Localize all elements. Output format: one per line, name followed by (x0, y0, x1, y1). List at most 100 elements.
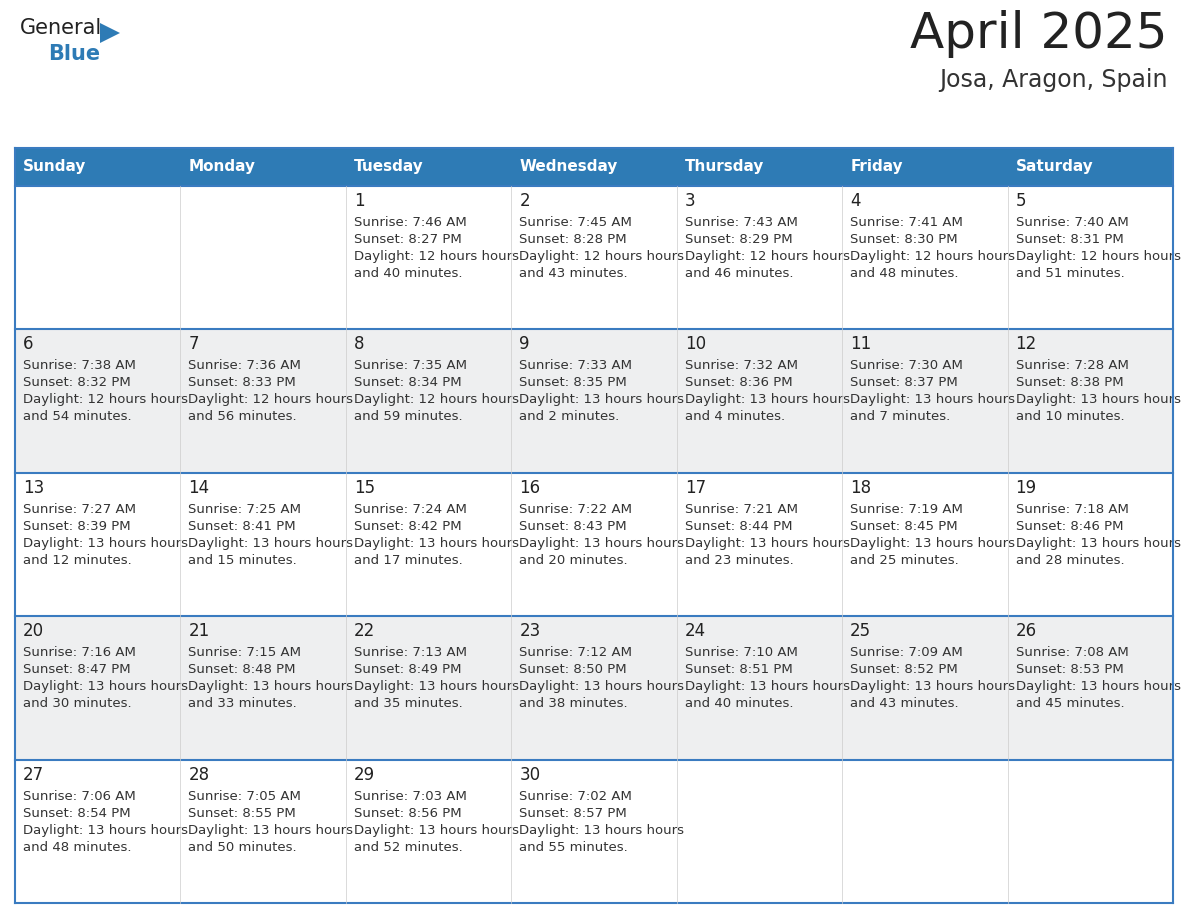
Text: Sunrise: 7:35 AM: Sunrise: 7:35 AM (354, 360, 467, 373)
Text: Thursday: Thursday (684, 160, 764, 174)
Text: Daylight: 12 hours hours: Daylight: 12 hours hours (519, 250, 684, 263)
Text: 25: 25 (851, 622, 871, 640)
Text: and 10 minutes.: and 10 minutes. (1016, 410, 1124, 423)
Bar (842, 473, 1007, 616)
Text: Sunrise: 7:12 AM: Sunrise: 7:12 AM (519, 646, 632, 659)
Text: and 28 minutes.: and 28 minutes. (1016, 554, 1124, 566)
Text: Sunset: 8:53 PM: Sunset: 8:53 PM (1016, 663, 1124, 677)
Text: Daylight: 13 hours hours: Daylight: 13 hours hours (519, 537, 684, 550)
Text: Daylight: 13 hours hours: Daylight: 13 hours hours (354, 537, 519, 550)
Text: Sunset: 8:36 PM: Sunset: 8:36 PM (684, 376, 792, 389)
Text: Sunset: 8:29 PM: Sunset: 8:29 PM (684, 233, 792, 246)
Text: Saturday: Saturday (1016, 160, 1093, 174)
Text: Sunrise: 7:28 AM: Sunrise: 7:28 AM (1016, 360, 1129, 373)
Text: Daylight: 13 hours hours: Daylight: 13 hours hours (189, 537, 353, 550)
Text: Sunset: 8:28 PM: Sunset: 8:28 PM (519, 233, 627, 246)
Bar (511, 616, 677, 759)
Text: Daylight: 13 hours hours: Daylight: 13 hours hours (354, 823, 519, 836)
Bar (15, 473, 181, 616)
Text: Daylight: 13 hours hours: Daylight: 13 hours hours (684, 394, 849, 407)
Polygon shape (100, 23, 120, 43)
Text: 10: 10 (684, 335, 706, 353)
Text: Sunset: 8:51 PM: Sunset: 8:51 PM (684, 663, 792, 677)
Text: Sunrise: 7:36 AM: Sunrise: 7:36 AM (189, 360, 302, 373)
Text: Sunrise: 7:08 AM: Sunrise: 7:08 AM (1016, 646, 1129, 659)
Bar (677, 759, 842, 903)
Text: Sunset: 8:35 PM: Sunset: 8:35 PM (519, 376, 627, 389)
Text: Daylight: 13 hours hours: Daylight: 13 hours hours (354, 680, 519, 693)
Text: Sunrise: 7:33 AM: Sunrise: 7:33 AM (519, 360, 632, 373)
Text: 18: 18 (851, 479, 871, 497)
Text: Sunset: 8:33 PM: Sunset: 8:33 PM (189, 376, 296, 389)
Text: 24: 24 (684, 622, 706, 640)
Text: Sunset: 8:56 PM: Sunset: 8:56 PM (354, 807, 461, 820)
Text: Sunset: 8:38 PM: Sunset: 8:38 PM (1016, 376, 1123, 389)
Text: Blue: Blue (48, 44, 100, 64)
Text: and 23 minutes.: and 23 minutes. (684, 554, 794, 566)
Text: Daylight: 13 hours hours: Daylight: 13 hours hours (684, 537, 849, 550)
Text: 23: 23 (519, 622, 541, 640)
Text: 13: 13 (23, 479, 44, 497)
Text: Daylight: 13 hours hours: Daylight: 13 hours hours (684, 680, 849, 693)
Text: and 25 minutes.: and 25 minutes. (851, 554, 959, 566)
Text: and 40 minutes.: and 40 minutes. (684, 697, 794, 711)
Bar (346, 148, 511, 186)
Text: Tuesday: Tuesday (354, 160, 424, 174)
Text: Sunset: 8:47 PM: Sunset: 8:47 PM (23, 663, 131, 677)
Text: Sunrise: 7:24 AM: Sunrise: 7:24 AM (354, 503, 467, 516)
Bar (1007, 330, 1173, 473)
Text: and 38 minutes.: and 38 minutes. (519, 697, 628, 711)
Text: Sunrise: 7:41 AM: Sunrise: 7:41 AM (851, 216, 963, 229)
Text: Josa, Aragon, Spain: Josa, Aragon, Spain (940, 68, 1168, 92)
Text: Daylight: 13 hours hours: Daylight: 13 hours hours (189, 680, 353, 693)
Text: 30: 30 (519, 766, 541, 784)
Text: Sunset: 8:42 PM: Sunset: 8:42 PM (354, 520, 461, 532)
Text: Sunset: 8:37 PM: Sunset: 8:37 PM (851, 376, 958, 389)
Text: and 45 minutes.: and 45 minutes. (1016, 697, 1124, 711)
Text: Sunrise: 7:06 AM: Sunrise: 7:06 AM (23, 789, 135, 802)
Bar (511, 186, 677, 330)
Text: General: General (20, 18, 102, 38)
Bar (15, 759, 181, 903)
Text: Daylight: 13 hours hours: Daylight: 13 hours hours (519, 394, 684, 407)
Text: Sunset: 8:32 PM: Sunset: 8:32 PM (23, 376, 131, 389)
Text: Sunset: 8:27 PM: Sunset: 8:27 PM (354, 233, 462, 246)
Bar (842, 148, 1007, 186)
Text: 27: 27 (23, 766, 44, 784)
Text: 14: 14 (189, 479, 209, 497)
Bar (842, 616, 1007, 759)
Text: April 2025: April 2025 (910, 10, 1168, 58)
Text: 12: 12 (1016, 335, 1037, 353)
Text: and 17 minutes.: and 17 minutes. (354, 554, 462, 566)
Bar (677, 186, 842, 330)
Text: Sunset: 8:41 PM: Sunset: 8:41 PM (189, 520, 296, 532)
Text: Sunrise: 7:16 AM: Sunrise: 7:16 AM (23, 646, 135, 659)
Text: and 55 minutes.: and 55 minutes. (519, 841, 628, 854)
Bar (346, 330, 511, 473)
Text: Sunset: 8:30 PM: Sunset: 8:30 PM (851, 233, 958, 246)
Bar (677, 148, 842, 186)
Text: Sunset: 8:46 PM: Sunset: 8:46 PM (1016, 520, 1123, 532)
Bar (346, 473, 511, 616)
Text: 20: 20 (23, 622, 44, 640)
Text: Sunrise: 7:40 AM: Sunrise: 7:40 AM (1016, 216, 1129, 229)
Bar (15, 616, 181, 759)
Text: 11: 11 (851, 335, 871, 353)
Text: Sunset: 8:54 PM: Sunset: 8:54 PM (23, 807, 131, 820)
Bar (511, 759, 677, 903)
Bar (181, 186, 346, 330)
Text: 15: 15 (354, 479, 375, 497)
Text: Sunset: 8:49 PM: Sunset: 8:49 PM (354, 663, 461, 677)
Text: Daylight: 13 hours hours: Daylight: 13 hours hours (1016, 680, 1181, 693)
Bar (1007, 759, 1173, 903)
Text: Wednesday: Wednesday (519, 160, 618, 174)
Text: Daylight: 13 hours hours: Daylight: 13 hours hours (23, 823, 188, 836)
Text: Sunrise: 7:19 AM: Sunrise: 7:19 AM (851, 503, 963, 516)
Bar (1007, 148, 1173, 186)
Text: Daylight: 13 hours hours: Daylight: 13 hours hours (23, 537, 188, 550)
Text: Sunrise: 7:21 AM: Sunrise: 7:21 AM (684, 503, 797, 516)
Text: Sunset: 8:34 PM: Sunset: 8:34 PM (354, 376, 461, 389)
Text: and 2 minutes.: and 2 minutes. (519, 410, 619, 423)
Text: and 52 minutes.: and 52 minutes. (354, 841, 462, 854)
Bar (181, 759, 346, 903)
